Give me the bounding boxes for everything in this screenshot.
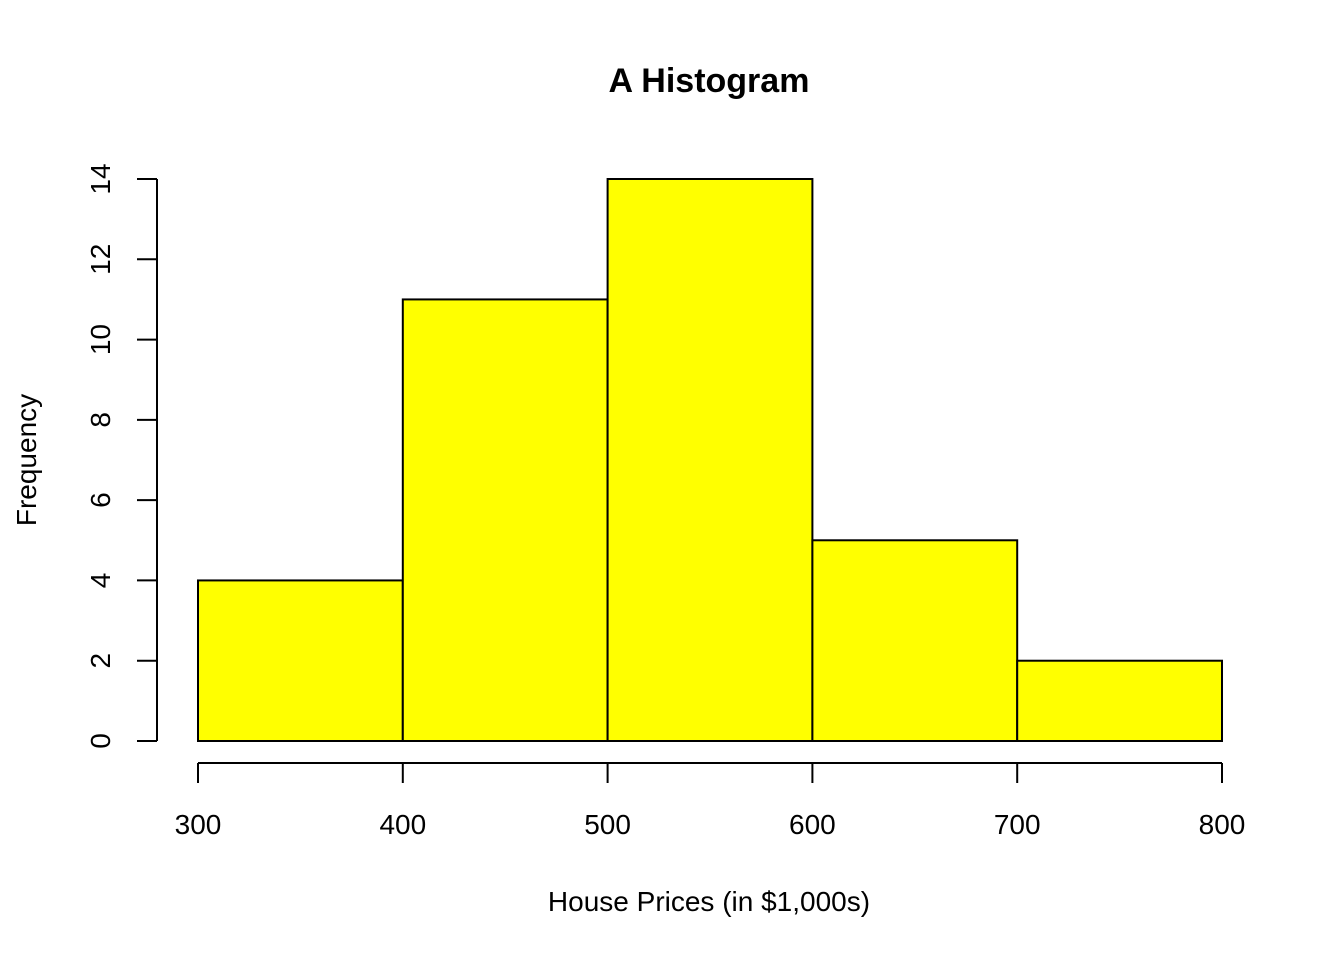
x-tick-label: 800 (1199, 809, 1246, 840)
x-axis: 300 400 500 600 700 800 (175, 762, 1246, 840)
histogram-bar-300-400 (197, 579, 404, 743)
y-axis: 0 2 4 6 8 10 12 14 (85, 163, 158, 749)
x-tick-label: 300 (175, 809, 222, 840)
y-axis-label: Frequency (11, 394, 42, 526)
bars-group (197, 178, 1224, 743)
x-tick-label: 600 (789, 809, 836, 840)
chart-title: A Histogram (609, 62, 810, 100)
histogram-bar-600-700 (811, 539, 1019, 742)
x-tick-label: 400 (379, 809, 426, 840)
y-tick-label: 4 (85, 573, 116, 589)
histogram-bar-700-800 (1016, 659, 1224, 743)
y-tick-label: 0 (85, 733, 116, 749)
x-axis-label: House Prices (in $1,000s) (548, 886, 870, 917)
x-tick-label: 700 (994, 809, 1041, 840)
y-tick-label: 8 (85, 412, 116, 428)
y-tick-label: 6 (85, 492, 116, 508)
histogram-bar-500-600 (606, 178, 814, 742)
y-tick-label: 14 (85, 163, 116, 194)
y-tick-label: 2 (85, 653, 116, 669)
y-tick-label: 10 (85, 324, 116, 355)
histogram-bar-400-500 (401, 298, 609, 742)
x-tick-label: 500 (584, 809, 631, 840)
y-tick-label: 12 (85, 244, 116, 275)
